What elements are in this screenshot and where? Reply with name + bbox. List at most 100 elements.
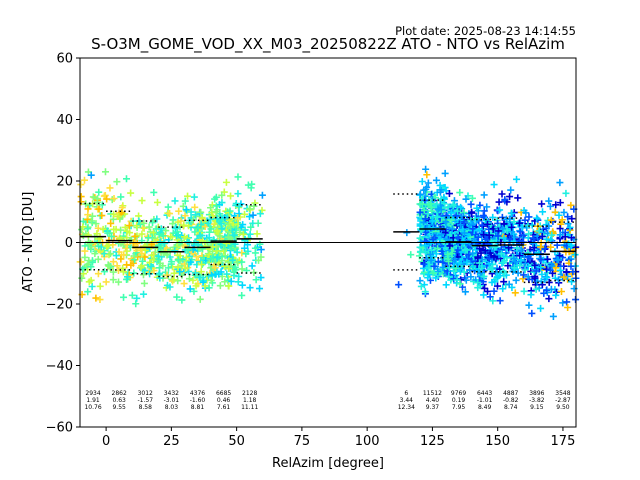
data-point: [192, 253, 200, 261]
x-tick-label: 0: [102, 434, 110, 449]
x-tick-label: 175: [551, 434, 576, 449]
data-point: [207, 225, 215, 233]
data-point: [154, 252, 162, 260]
data-point: [171, 247, 179, 255]
data-point: [145, 223, 153, 231]
data-point: [547, 243, 555, 251]
data-point: [524, 273, 532, 281]
data-point: [512, 276, 520, 284]
data-point: [84, 241, 92, 249]
data-point: [208, 212, 216, 220]
data-point: [87, 171, 95, 179]
data-point: [510, 218, 518, 226]
bin-count-label: 9769: [451, 390, 466, 397]
bin-std-label: 8.74: [504, 404, 518, 411]
data-point: [478, 238, 486, 246]
data-point: [207, 215, 215, 223]
data-point: [205, 284, 213, 292]
data-point: [146, 270, 154, 278]
data-point: [428, 204, 436, 212]
data-point: [557, 288, 565, 296]
bin-mean-label: 0.46: [217, 397, 231, 404]
data-point: [524, 221, 532, 229]
data-point: [216, 201, 224, 209]
data-point: [443, 213, 451, 221]
data-point: [509, 267, 517, 275]
data-point: [173, 232, 181, 240]
data-point: [568, 278, 576, 286]
bin-mean-label: 0.19: [452, 397, 466, 404]
data-point: [212, 202, 220, 210]
bin-count-label: 6443: [477, 390, 492, 397]
data-point: [209, 243, 217, 251]
data-point: [504, 262, 512, 270]
data-point: [184, 238, 192, 246]
data-point: [119, 268, 127, 276]
data-point: [552, 291, 560, 299]
data-point: [568, 234, 576, 242]
bin-mean-label: -1.01: [477, 397, 493, 404]
data-point: [429, 269, 437, 277]
data-point: [484, 287, 492, 295]
data-point: [148, 251, 156, 259]
data-point: [433, 201, 441, 209]
data-point: [258, 191, 266, 199]
data-point: [121, 223, 129, 231]
data-point: [542, 286, 550, 294]
bin-mean-label: 1.18: [243, 397, 257, 404]
data-point: [530, 234, 538, 242]
data-point: [416, 208, 424, 216]
data-point: [234, 190, 242, 198]
data-point: [207, 204, 215, 212]
data-point: [171, 197, 179, 205]
data-point: [510, 255, 518, 263]
bin-mean-label: -0.82: [503, 397, 519, 404]
data-point: [137, 264, 145, 272]
data-point: [225, 209, 233, 217]
data-point: [249, 211, 257, 219]
data-point: [456, 189, 464, 197]
bin-std-label: 9.50: [556, 404, 570, 411]
data-point: [514, 220, 522, 228]
data-point: [546, 266, 554, 274]
data-point: [520, 271, 528, 279]
data-point: [141, 266, 149, 274]
data-point: [185, 222, 193, 230]
data-point: [421, 288, 429, 296]
data-point: [144, 234, 152, 242]
x-tick-label: 25: [163, 434, 180, 449]
data-point: [570, 285, 578, 293]
data-point: [81, 247, 89, 255]
data-point: [479, 222, 487, 230]
data-point: [439, 263, 447, 271]
data-point: [558, 216, 566, 224]
bin-count-label: 3548: [555, 390, 570, 397]
data-point: [549, 312, 557, 320]
data-point: [171, 224, 179, 232]
data-point: [515, 219, 523, 227]
data-point: [115, 278, 123, 286]
data-point: [539, 208, 547, 216]
data-point: [468, 194, 476, 202]
data-point: [149, 229, 157, 237]
data-point: [549, 228, 557, 236]
data-point: [403, 229, 411, 237]
data-point: [109, 276, 117, 284]
data-point: [434, 267, 442, 275]
data-point: [205, 234, 213, 242]
data-point: [489, 213, 497, 221]
data-point: [108, 232, 116, 240]
data-point: [198, 261, 206, 269]
data-point: [167, 233, 175, 241]
data-point: [444, 203, 452, 211]
data-point: [425, 264, 433, 272]
data-point: [96, 296, 104, 304]
data-point: [451, 255, 459, 263]
x-tick-label: 75: [294, 434, 311, 449]
data-point: [242, 250, 250, 258]
data-point: [469, 263, 477, 271]
data-point: [420, 268, 428, 276]
data-point: [150, 188, 158, 196]
data-point: [472, 246, 480, 254]
data-point: [170, 276, 178, 284]
